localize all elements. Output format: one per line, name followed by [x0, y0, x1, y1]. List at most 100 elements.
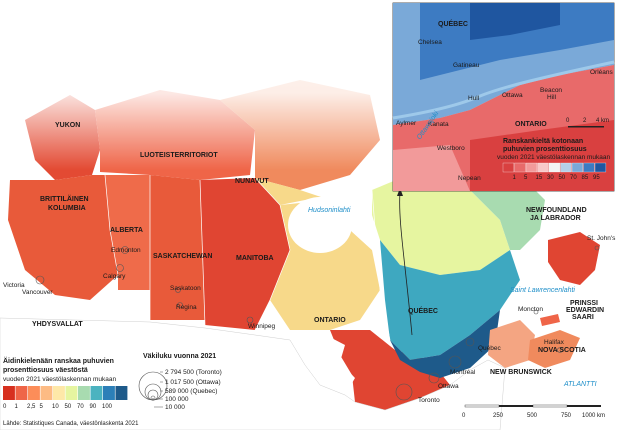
- inset-scale-2: 2: [583, 118, 587, 124]
- circle-calgary: [116, 264, 124, 272]
- inset-label-ottawa: Ottawa: [502, 92, 523, 99]
- label-nunavut: NUNAVUT: [235, 178, 269, 185]
- inset-legend-class-label: 15: [536, 175, 543, 181]
- circle-saskatoon: [175, 287, 181, 293]
- label-nwt: LUOTEISTERRITORIOT: [140, 152, 218, 159]
- inset-label-orleans: Orléans: [590, 69, 614, 76]
- inset-label-beacon-hill-1: Beacon: [540, 87, 562, 94]
- canada-map: [0, 0, 600, 430]
- scale-tick-0: 0: [462, 413, 466, 419]
- inset-label-aylmer: Aylmer: [396, 120, 417, 127]
- main-legend-class-label: 2,5: [27, 404, 36, 410]
- label-nl-2: JA LABRADOR: [530, 215, 581, 222]
- region-manitoba: [200, 178, 290, 330]
- label-calgary: Calgary: [103, 273, 126, 280]
- region-newfoundland: [548, 232, 600, 285]
- label-vancouver: Vancouver: [22, 289, 53, 296]
- region-quebec-south: [390, 310, 500, 378]
- label-saskatoon: Saskatoon: [170, 285, 201, 292]
- inset-legend-swatch: [502, 162, 515, 173]
- main-legend-class-label: 10: [52, 404, 59, 410]
- inset-legend-class-label: 1: [513, 175, 517, 181]
- circle-halifax: [557, 347, 563, 353]
- main-legend: Äidinkielenään ranskaa puhuvien prosentt…: [3, 357, 128, 410]
- inset-label-hull: Hull: [468, 95, 480, 102]
- label-pei-3: SAARI: [572, 314, 594, 321]
- inset-legend-swatch: [571, 162, 584, 173]
- inset-pointer-arrowhead: [397, 188, 403, 196]
- region-nova-scotia: [528, 330, 580, 368]
- label-st-lawrence: Saint Lawrencenlahti: [510, 287, 575, 294]
- label-quebec-city: Québec: [478, 345, 502, 352]
- main-legend-class-label: 90: [90, 404, 97, 410]
- inset-legend-swatch: [514, 162, 526, 173]
- main-legend-swatch: [15, 386, 28, 400]
- north-fade: [0, 0, 400, 170]
- inset-label-nepean: Nepean: [458, 175, 481, 182]
- inset-label-westboro: Westboro: [437, 145, 465, 152]
- circle-moncton: [533, 309, 539, 315]
- inset-label-kanata: Kanata: [428, 121, 449, 128]
- label-victoria: Victoria: [3, 282, 25, 289]
- pop-legend-title: Väkiluku vuonna 2021: [143, 353, 216, 360]
- circle-quebec-city: [465, 337, 475, 347]
- inset-legend-subtitle: vuoden 2021 väestölaskennan mukaan: [497, 154, 610, 161]
- label-nl-1: NEWFOUNDLAND: [526, 207, 587, 214]
- main-legend-class-label: 1: [15, 404, 19, 410]
- label-montreal: Montréal: [450, 369, 476, 376]
- main-legend-class-label: 100: [102, 404, 113, 410]
- label-yukon: YUKON: [55, 122, 80, 129]
- region-labrador: [470, 175, 545, 250]
- inset-legend-swatch: [537, 162, 549, 173]
- label-winnipeg: Winnipeg: [248, 323, 275, 330]
- label-saskatchewan: SASKATCHEWAN: [153, 253, 212, 260]
- inset-pointer-line: [399, 191, 413, 336]
- region-saskatchewan: [150, 175, 205, 320]
- label-new-brunswick: NEW BRUNSWICK: [490, 369, 552, 376]
- circle-edmonton: [121, 246, 129, 254]
- main-legend-swatch: [40, 386, 53, 400]
- pop-circle-5: [151, 398, 155, 401]
- label-ontario: ONTARIO: [314, 317, 346, 324]
- label-bc-2: KOLUMBIA: [48, 205, 86, 212]
- label-manitoba: MANITOBA: [236, 255, 274, 262]
- label-halifax: Halifax: [544, 339, 565, 346]
- region-pei: [540, 314, 560, 326]
- main-legend-class-label: 5: [40, 404, 44, 410]
- inset-label-gatineau: Gatineau: [453, 62, 480, 69]
- circle-montreal: [448, 355, 462, 369]
- population-circles: [35, 245, 600, 401]
- scale-tick-1000: 1000 km: [582, 413, 605, 419]
- label-toronto: Toronto: [418, 397, 440, 404]
- inset-legend-class-label: 50: [559, 175, 566, 181]
- water-great-lakes: [290, 332, 355, 395]
- main-legend-swatch: [65, 386, 78, 400]
- inset-legend-swatch: [560, 162, 572, 173]
- label-alberta: ALBERTA: [110, 227, 143, 234]
- label-pei-2: EDWARDIN: [566, 307, 604, 314]
- circle-toronto: [395, 383, 413, 401]
- label-stjohns: St. John's: [587, 235, 616, 242]
- label-usa: YHDYSVALLAT: [32, 321, 83, 328]
- inset-legend-swatch: [548, 162, 561, 173]
- circle-vancouver: [35, 275, 45, 285]
- inset-map: QUÉBEC ONTARIO Chelsea Gatineau Hull Ott…: [392, 2, 615, 192]
- province-borders: [104, 174, 391, 341]
- inset-label-ontario: ONTARIO: [515, 121, 547, 128]
- pop-item-2: 1 017 500 (Ottawa): [165, 379, 221, 386]
- inset-label-beacon-hill-2: Hill: [547, 94, 557, 101]
- main-legend-swatch: [90, 386, 103, 400]
- circle-regina: [177, 302, 183, 308]
- inset-legend-class-label: 70: [570, 175, 577, 181]
- main-legend-swatch: [78, 386, 90, 400]
- label-atlantic: ATLANTTI: [563, 381, 597, 388]
- pop-item-5: 10 000: [165, 404, 185, 411]
- main-legend-class-label: 50: [65, 404, 72, 410]
- region-bc: [8, 175, 118, 300]
- scale-bar: 0 250 500 750 1000 km: [462, 404, 605, 419]
- population-legend: Väkiluku vuonna 2021 2 794 500 (Toronto)…: [138, 353, 222, 411]
- inset-legend-title-2: puhuvien prosenttiosuus: [503, 146, 587, 153]
- label-bc-1: BRITTILÄINEN: [40, 195, 89, 203]
- pop-item-1: 2 794 500 (Toronto): [165, 369, 222, 376]
